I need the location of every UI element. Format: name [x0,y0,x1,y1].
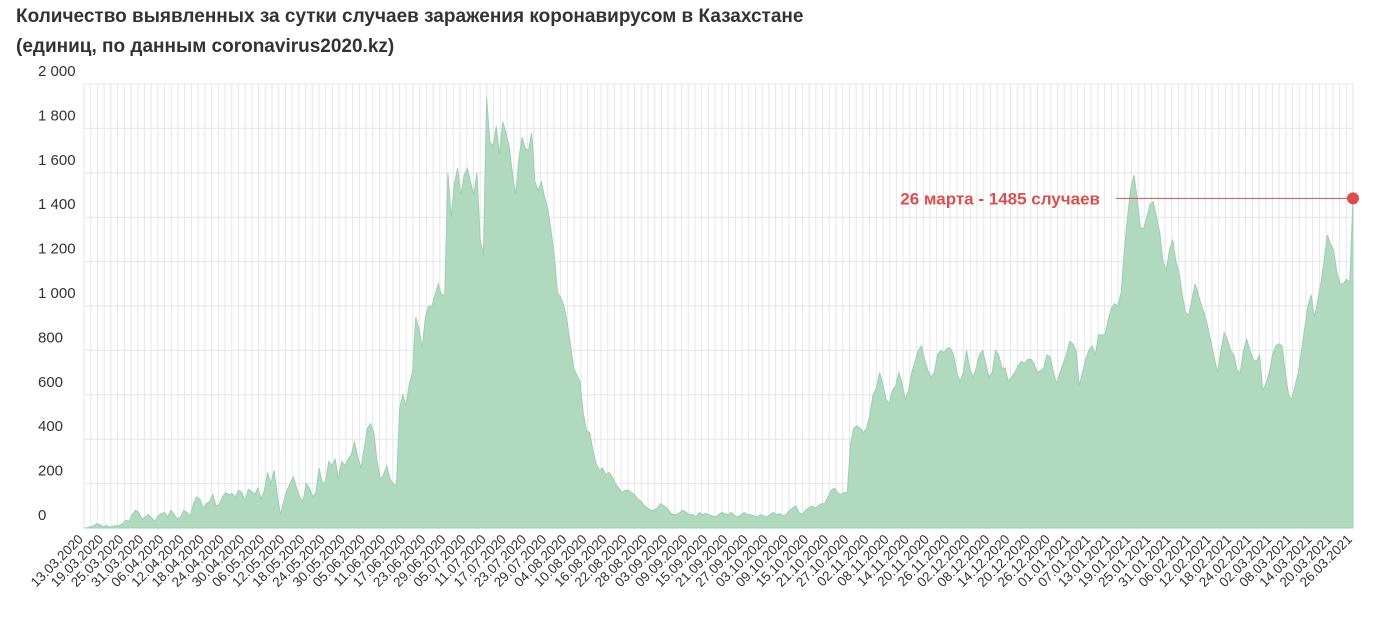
chart-area [83,97,1354,529]
y-axis: 0 200 400 600 800 1 000 1 200 1 400 1 600 1 800 2 … [38,63,76,524]
y-tick-label: 1 000 [38,285,76,302]
y-tick-label: 2 000 [38,63,76,80]
annotation-label: 26 марта - 1485 случаев [900,189,1100,208]
y-tick-label: 1 400 [38,196,76,213]
y-tick-label: 400 [38,418,63,435]
y-tick-label: 1 200 [38,241,76,258]
y-tick-label: 800 [38,329,63,346]
y-tick-label: 200 [38,463,63,480]
y-tick-label: 600 [38,374,63,391]
chart-title-line-2: (единиц, по данным coronavirus2020.kz) [16,36,395,57]
annotation-point [1347,192,1359,205]
y-tick-label: 0 [38,507,46,524]
y-tick-label: 1 800 [38,107,76,124]
chart-title: Количество выявленных за сутки случаев з… [16,2,803,62]
chart-annotation: 26 марта - 1485 случаев [900,189,1359,208]
y-tick-label: 1 600 [38,152,76,169]
chart-title-line-1: Количество выявленных за сутки случаев з… [16,6,804,27]
x-axis: 13.03.202019.03.202025.03.202031.03.2020… [28,532,1355,590]
series-area [83,97,1354,529]
